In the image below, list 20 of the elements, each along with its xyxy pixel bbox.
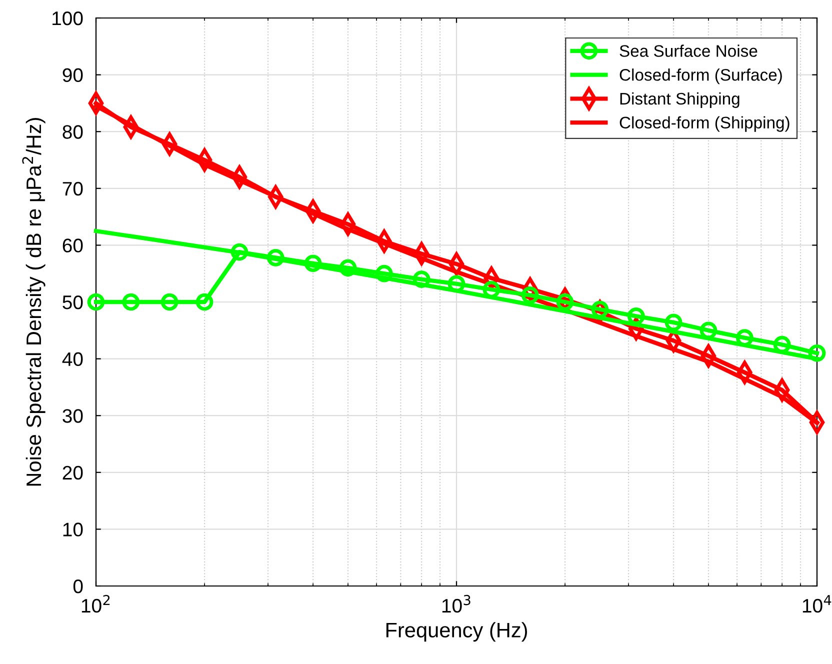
- legend-label: Distant Shipping: [620, 92, 740, 108]
- y-tick-label: 30: [62, 409, 83, 423]
- x-tick-label: 10$^{3}$: [442, 594, 470, 613]
- x-tick-label: 10$^{2}$: [82, 594, 110, 613]
- x-axis-title: Frequency (Hz): [386, 622, 527, 642]
- y-tick-label: 90: [62, 68, 83, 82]
- y-tick-label: 60: [62, 238, 83, 252]
- y-tick-label: 10: [63, 522, 83, 536]
- legend-label: Closed-form (Shipping): [620, 116, 790, 132]
- y-tick-label: 20: [62, 466, 83, 480]
- x-tick-label: 10$^{4}$: [802, 595, 832, 613]
- y-tick-label: 40: [62, 352, 83, 366]
- legend-label: Closed-form (Surface): [620, 68, 782, 84]
- y-tick-label: 70: [62, 182, 83, 196]
- legend-label: Sea Surface Noise: [620, 44, 758, 57]
- y-tick-label: 80: [62, 125, 83, 139]
- y-tick-label: 50: [62, 295, 83, 310]
- y-axis-title: Noise Spectral Density ( dB re μPa$^{2}$/Hz): [22, 118, 46, 486]
- y-tick-label: 0: [73, 579, 83, 594]
- y-tick-label: 100: [52, 11, 83, 26]
